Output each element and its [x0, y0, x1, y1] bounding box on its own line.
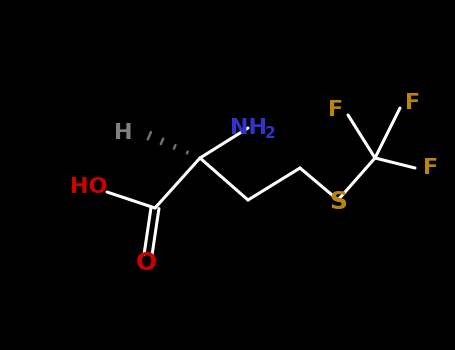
Text: O: O — [136, 251, 157, 275]
Text: HO: HO — [70, 177, 107, 197]
Text: H: H — [115, 123, 133, 143]
Text: S: S — [329, 190, 347, 214]
Text: F: F — [405, 93, 420, 113]
Text: F: F — [423, 158, 438, 178]
Text: F: F — [328, 100, 343, 120]
Text: NH: NH — [229, 118, 267, 138]
Text: 2: 2 — [265, 126, 275, 141]
